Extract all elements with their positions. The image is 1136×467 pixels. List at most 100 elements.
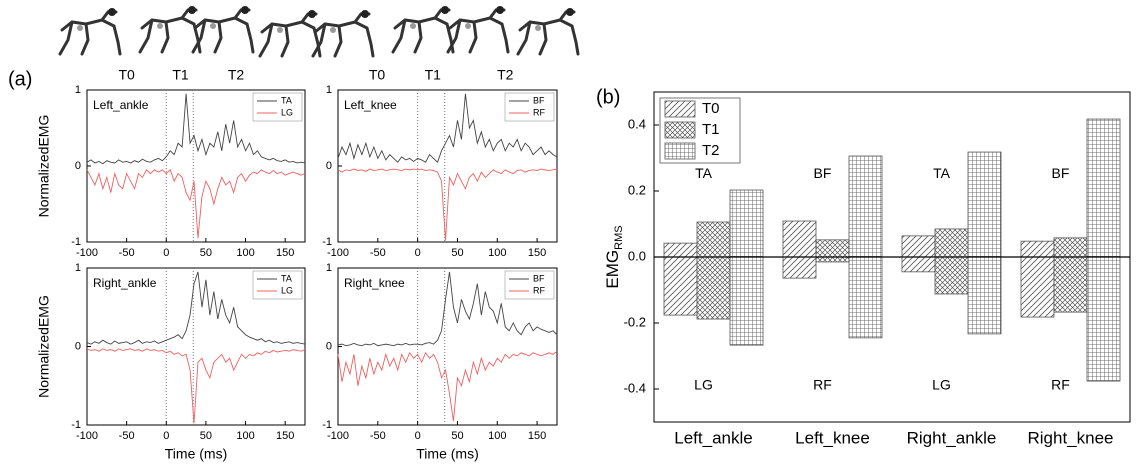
bar (901, 235, 936, 258)
x-tick-label: 0 (415, 247, 421, 259)
x-tick-label: 100 (236, 247, 254, 259)
x-tick-label: -100 (76, 247, 98, 259)
y-axis-label: NormalizedEMG (36, 295, 52, 398)
x-tick-label: 100 (236, 430, 254, 442)
muscle-label: LG (694, 376, 713, 392)
bar (934, 256, 969, 295)
subplot-title: Left_knee (344, 98, 397, 112)
bar (815, 256, 850, 263)
legend-swatch (664, 121, 696, 139)
muscle-label: RF (813, 376, 832, 392)
y-tick-label: -1 (322, 236, 332, 248)
y-tick-label: 0 (75, 160, 81, 172)
x-tick-label: 0 (163, 247, 169, 259)
x-tick-label: 100 (488, 247, 506, 259)
y-tick-label: 0 (326, 340, 332, 352)
x-tick-label: -50 (119, 247, 135, 259)
x-tick-label: 100 (488, 430, 506, 442)
x-tick-label: Left_ankle (674, 428, 752, 447)
phase-label: T2 (497, 67, 514, 83)
panel-label: (a) (8, 68, 32, 90)
y-axis-label: NormalizedEMG (36, 115, 52, 218)
y-axis-label: EMGRMS (603, 225, 624, 288)
emg-line (86, 271, 306, 345)
muscle-label: BF (1052, 165, 1070, 181)
legend-swatch (664, 142, 696, 160)
bar (967, 151, 1002, 258)
legend-label: RF (533, 107, 545, 117)
legend-label: RF (533, 285, 545, 295)
y-tick-label: 1 (326, 84, 332, 96)
bar (934, 228, 969, 258)
x-axis-label: Time (ms) (416, 446, 478, 462)
x-tick-label: -100 (76, 430, 98, 442)
x-tick-label: -100 (327, 247, 349, 259)
bar (1020, 256, 1055, 318)
emg-line (337, 271, 558, 347)
bar (782, 220, 817, 258)
bar (729, 189, 764, 258)
x-tick-label: 50 (200, 430, 212, 442)
x-tick-label: 50 (451, 430, 463, 442)
legend-box (252, 270, 303, 300)
legend-box (252, 92, 303, 122)
bar (1020, 240, 1055, 258)
legend-label: T2 (702, 142, 720, 159)
muscle-label: RF (1051, 376, 1070, 392)
x-tick-label: 50 (200, 247, 212, 259)
y-tick-label: -1 (71, 236, 81, 248)
subplot-title: Right_ankle (93, 276, 157, 290)
y-tick-label: 1 (326, 262, 332, 274)
y-tick-label: 1 (75, 84, 81, 96)
bar (782, 256, 817, 279)
x-tick-label: 150 (528, 430, 546, 442)
bar (848, 256, 883, 339)
x-tick-label: Right_knee (1027, 428, 1113, 447)
panel-label: (b) (596, 86, 620, 108)
muscle-label: TA (695, 165, 713, 181)
subplot-title: Left_ankle (93, 98, 149, 112)
phase-label: T1 (425, 67, 442, 83)
y-axis-label-sub: RMS (613, 225, 625, 249)
bar (729, 256, 764, 346)
x-tick-label: Right_ankle (907, 428, 997, 447)
y-tick-label: 0.2 (628, 182, 646, 197)
emg-line (86, 348, 306, 424)
legend-label: LG (281, 285, 293, 295)
bar (1053, 256, 1088, 313)
phase-label: T0 (369, 67, 386, 83)
legend-box (504, 92, 555, 122)
y-tick-label: 0 (326, 160, 332, 172)
emg-line (337, 350, 558, 422)
y-tick-label: 0.4 (628, 116, 646, 131)
phase-label: T1 (172, 67, 189, 83)
y-tick-label: -0.4 (624, 380, 646, 395)
legend-label: BF (533, 95, 545, 105)
x-tick-label: Left_knee (795, 428, 870, 447)
x-tick-label: -100 (327, 430, 349, 442)
bar (1086, 118, 1121, 258)
x-tick-label: 150 (276, 247, 294, 259)
bar (848, 155, 883, 258)
y-tick-label: 1 (75, 262, 81, 274)
legend-label: T1 (702, 121, 720, 138)
bar (1053, 237, 1088, 258)
y-tick-label: 0.0 (628, 248, 646, 263)
x-tick-label: -50 (119, 430, 135, 442)
bar (663, 242, 698, 258)
legend-label: TA (281, 273, 292, 283)
bar (696, 256, 731, 320)
emg-line (86, 93, 306, 165)
legend-box (504, 270, 555, 300)
y-tick-label: -1 (322, 419, 332, 431)
skeleton-figures (58, 4, 580, 58)
y-tick-label: 0 (75, 340, 81, 352)
bar (663, 256, 698, 316)
muscle-label: BF (814, 165, 832, 181)
x-tick-label: -50 (370, 430, 386, 442)
phase-label: T2 (228, 67, 245, 83)
y-axis-label-main: EMG (603, 250, 622, 289)
legend-label: LG (281, 107, 293, 117)
bar (815, 239, 850, 258)
